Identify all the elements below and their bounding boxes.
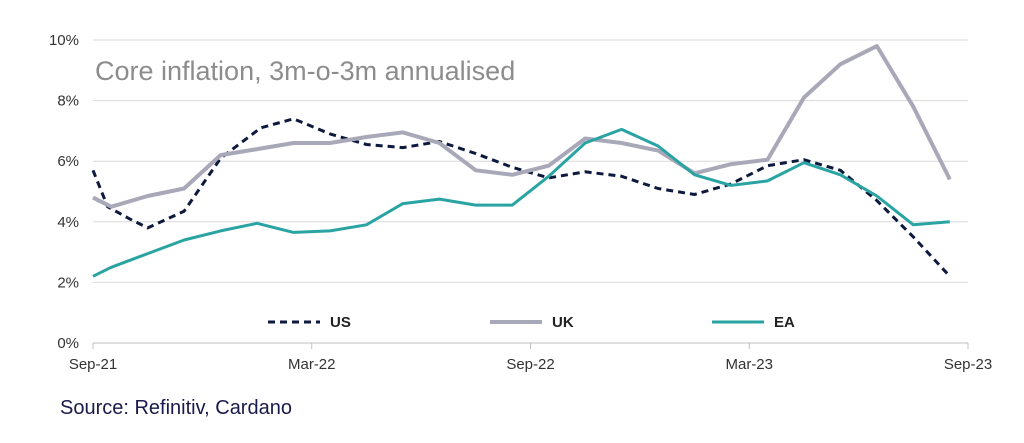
y-tick-label: 2% xyxy=(57,274,79,291)
x-tick-label: Mar-23 xyxy=(725,356,773,373)
y-tick-label: 0% xyxy=(57,335,79,352)
series-line-us xyxy=(91,117,951,278)
legend: US UK EA xyxy=(268,314,795,331)
y-tick-label: 8% xyxy=(57,93,79,110)
chart-title: Core inflation, 3m-o-3m annualised xyxy=(95,56,515,86)
legend-label-us: US xyxy=(330,314,351,331)
source-note: Source: Refinitiv, Cardano xyxy=(60,397,292,419)
x-tick-label: Sep-23 xyxy=(944,356,992,373)
x-axis-ticks: Sep-21 Mar-22 Sep-22 Mar-23 Sep-23 xyxy=(69,343,992,373)
y-axis-ticks: 0% 2% 4% 6% 8% 10% xyxy=(49,32,79,352)
legend-label-ea: EA xyxy=(774,314,795,331)
legend-label-uk: UK xyxy=(552,314,574,331)
x-tick-label: Sep-21 xyxy=(69,356,117,373)
gridlines xyxy=(93,39,968,344)
x-tick-label: Mar-22 xyxy=(288,356,336,373)
y-tick-label: 6% xyxy=(57,153,79,170)
series-line-ea xyxy=(92,127,950,278)
series-lines xyxy=(91,44,952,278)
series-line-uk xyxy=(92,44,952,209)
y-tick-label: 4% xyxy=(57,214,79,231)
y-tick-label: 10% xyxy=(49,32,79,49)
x-tick-label: Sep-22 xyxy=(506,356,554,373)
